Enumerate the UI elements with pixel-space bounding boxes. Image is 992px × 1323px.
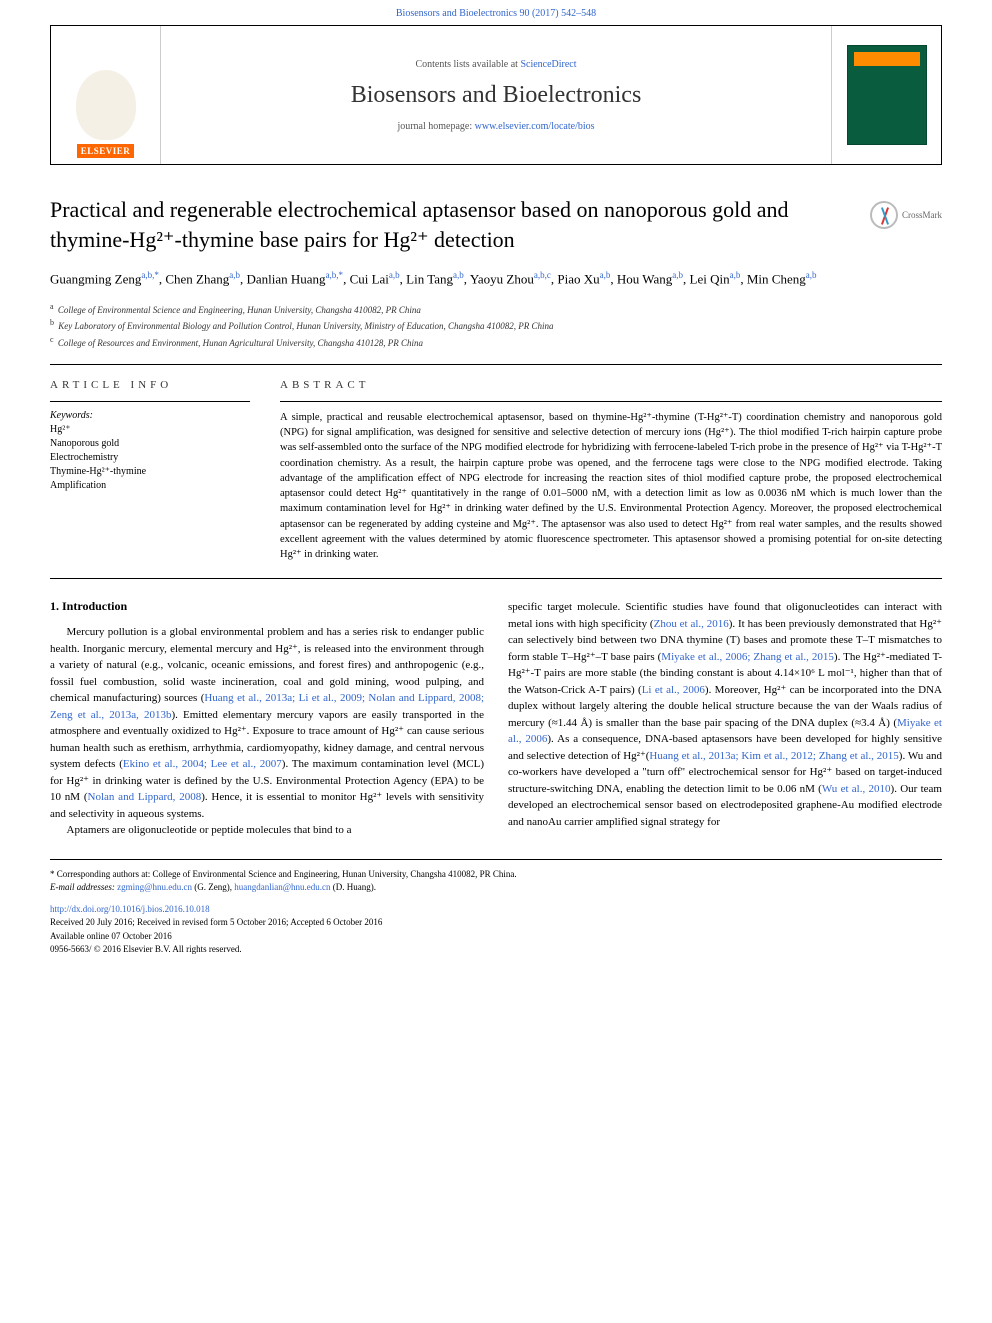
masthead: ELSEVIER Contents lists available at Sci… (50, 25, 942, 165)
affiliations: a College of Environmental Science and E… (50, 301, 942, 351)
keyword-item: Electrochemistry (50, 451, 250, 465)
keyword-item: Thymine-Hg²⁺-thymine (50, 465, 250, 479)
body-columns: 1. Introduction Mercury pollution is a g… (50, 599, 942, 839)
body-col-left: 1. Introduction Mercury pollution is a g… (50, 599, 484, 839)
corresponding-note: * Corresponding authors at: College of E… (50, 868, 942, 882)
homepage-line: journal homepage: www.elsevier.com/locat… (397, 121, 594, 132)
abstract: ABSTRACT A simple, practical and reusabl… (280, 379, 942, 562)
elsevier-logo: ELSEVIER (77, 144, 135, 158)
article-header: Practical and regenerable electrochemica… (50, 195, 942, 350)
available-line: Available online 07 October 2016 (50, 930, 942, 944)
abstract-heading: ABSTRACT (280, 379, 942, 391)
emails-label: E-mail addresses: (50, 882, 117, 892)
keyword-item: Hg²⁺ (50, 423, 250, 437)
keyword-item: Nanoporous gold (50, 437, 250, 451)
article-info-heading: ARTICLE INFO (50, 379, 250, 391)
contents-prefix: Contents lists available at (415, 59, 520, 70)
masthead-center: Contents lists available at ScienceDirec… (161, 26, 831, 164)
journal-name: Biosensors and Bioelectronics (351, 82, 642, 109)
email-link-2[interactable]: huangdanlian@hnu.edu.cn (234, 882, 330, 892)
section-heading: 1. Introduction (50, 599, 484, 614)
keyword-item: Amplification (50, 479, 250, 493)
affiliation-line: c College of Resources and Environment, … (50, 334, 942, 351)
received-line: Received 20 July 2016; Received in revis… (50, 916, 942, 930)
affiliation-line: b Key Laboratory of Environmental Biolog… (50, 317, 942, 334)
email-line: E-mail addresses: zgming@hnu.edu.cn (G. … (50, 881, 942, 895)
abstract-text: A simple, practical and reusable electro… (280, 410, 942, 562)
body-text-right: specific target molecule. Scientific stu… (508, 599, 942, 830)
info-abstract-row: ARTICLE INFO Keywords: Hg²⁺Nanoporous go… (50, 379, 942, 562)
footer: * Corresponding authors at: College of E… (50, 859, 942, 957)
email-name-1: (G. Zeng), (192, 882, 234, 892)
body-col-right: specific target molecule. Scientific stu… (508, 599, 942, 839)
crossmark-icon (870, 201, 898, 229)
email-name-2: (D. Huang). (330, 882, 376, 892)
cover-block (831, 26, 941, 164)
doi-link[interactable]: http://dx.doi.org/10.1016/j.bios.2016.10… (50, 904, 210, 914)
article-title: Practical and regenerable electrochemica… (50, 195, 858, 254)
citation-text: Biosensors and Bioelectronics 90 (2017) … (396, 8, 596, 19)
body-text-left: Mercury pollution is a global environmen… (50, 624, 484, 839)
article-info: ARTICLE INFO Keywords: Hg²⁺Nanoporous go… (50, 379, 250, 562)
running-header: Biosensors and Bioelectronics 90 (2017) … (0, 0, 992, 25)
email-link-1[interactable]: zgming@hnu.edu.cn (117, 882, 192, 892)
publisher-block: ELSEVIER (51, 26, 161, 164)
crossmark-badge[interactable]: CrossMark (870, 201, 942, 229)
affiliation-line: a College of Environmental Science and E… (50, 301, 942, 318)
sciencedirect-link[interactable]: ScienceDirect (520, 59, 576, 70)
crossmark-label: CrossMark (902, 210, 942, 220)
journal-cover-thumb (847, 45, 927, 145)
homepage-prefix: journal homepage: (397, 121, 474, 132)
keywords-label: Keywords: (50, 410, 250, 421)
elsevier-tree-icon (76, 70, 136, 140)
contents-line: Contents lists available at ScienceDirec… (415, 59, 576, 70)
keywords-list: Hg²⁺Nanoporous goldElectrochemistryThymi… (50, 423, 250, 493)
copyright-line: 0956-5663/ © 2016 Elsevier B.V. All righ… (50, 943, 942, 957)
homepage-link[interactable]: www.elsevier.com/locate/bios (475, 121, 595, 132)
author-list: Guangming Zenga,b,*, Chen Zhanga,b, Danl… (50, 268, 942, 290)
